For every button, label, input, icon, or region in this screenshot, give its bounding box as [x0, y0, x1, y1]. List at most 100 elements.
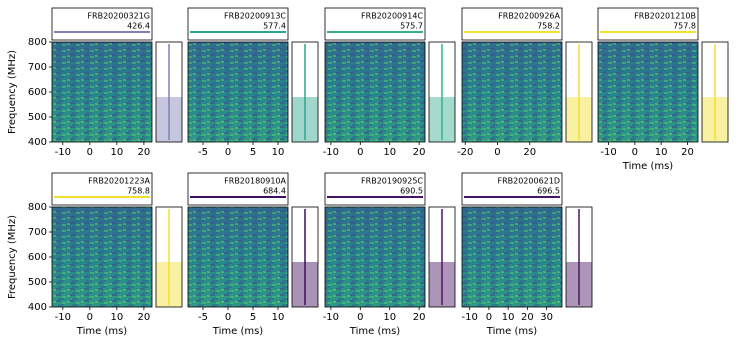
x-axis-label: Time (ms) — [76, 326, 128, 337]
dynamic-spectrum-texture — [462, 207, 562, 307]
x-tick-label: 0 — [87, 312, 93, 323]
x-tick-label: -10 — [55, 312, 71, 323]
x-axis-label: Time (ms) — [622, 161, 674, 172]
profile-panel — [187, 172, 289, 206]
heatmap-frame — [461, 206, 563, 308]
x-axis-label: Time (ms) — [486, 326, 538, 337]
x-tick-label: 20 — [681, 147, 694, 158]
x-tick-label: 20 — [523, 147, 536, 158]
x-tick-label: 30 — [540, 312, 553, 323]
burst-name: FRB20201223A — [88, 177, 150, 186]
y-tick-label: 500 — [28, 277, 47, 288]
x-tick-label: 0 — [486, 312, 492, 323]
y-tick-label: 700 — [28, 62, 47, 73]
x-tick-label: -20 — [457, 147, 473, 158]
y-tick-label: 400 — [28, 137, 47, 148]
y-tick-label: 700 — [28, 227, 47, 238]
y-tick-label: 400 — [28, 302, 47, 313]
spectrum-panel — [428, 206, 456, 308]
x-axis-label: Time (ms) — [212, 326, 264, 337]
spectrum-panel — [291, 206, 319, 308]
x-tick-label: 20 — [413, 312, 426, 323]
dynamic-spectrum-texture — [188, 42, 288, 142]
profile-panel — [51, 7, 153, 41]
profile-panel — [324, 7, 426, 41]
x-tick-label: 20 — [138, 312, 151, 323]
spectrum-panel — [428, 41, 456, 143]
spectrum-panel — [565, 41, 593, 143]
spectrum-panel — [155, 206, 183, 308]
y-tick-label: 500 — [28, 112, 47, 123]
x-axis-label: Time (ms) — [349, 326, 401, 337]
profile-panel — [51, 172, 153, 206]
burst-name: FRB20190925C — [361, 177, 423, 186]
x-tick-label: -5 — [198, 312, 208, 323]
heatmap-frame — [461, 41, 563, 143]
burst-name: FRB20201210B — [634, 12, 696, 21]
burst-name: FRB20200926A — [498, 12, 560, 21]
burst-dm: 577.4 — [263, 22, 286, 31]
burst-dm: 690.5 — [400, 187, 423, 196]
heatmap-frame — [324, 41, 426, 143]
y-tick-label: 800 — [28, 37, 47, 48]
profile-panel — [187, 7, 289, 41]
x-tick-label: -10 — [462, 312, 478, 323]
x-tick-label: 10 — [383, 312, 396, 323]
spectrum-panel — [701, 41, 729, 143]
heatmap-frame — [187, 206, 289, 308]
y-tick-label: 600 — [28, 252, 47, 263]
profile-panel — [461, 7, 563, 41]
x-tick-label: 0 — [357, 312, 363, 323]
burst-dm: 758.8 — [127, 187, 150, 196]
burst-dm: 758.2 — [537, 22, 560, 31]
burst-dm: 575.7 — [400, 22, 423, 31]
burst-dm: 696.5 — [537, 187, 560, 196]
dynamic-spectrum-texture — [188, 207, 288, 307]
heatmap-frame — [187, 41, 289, 143]
burst-name: FRB20200913C — [224, 12, 286, 21]
y-tick-label: 600 — [28, 87, 47, 98]
y-axis-label: Frequency (MHz) — [7, 50, 18, 134]
x-tick-label: 0 — [632, 147, 638, 158]
x-tick-label: 10 — [502, 312, 515, 323]
y-axis-label: Frequency (MHz) — [7, 215, 18, 299]
x-tick-label: 5 — [250, 312, 256, 323]
x-tick-label: 10 — [110, 147, 123, 158]
burst-name: FRB20200321G — [87, 12, 150, 21]
x-tick-label: 0 — [225, 312, 231, 323]
y-tick-label: 800 — [28, 202, 47, 213]
spectrum-panel — [291, 41, 319, 143]
x-tick-label: 10 — [655, 147, 668, 158]
dynamic-spectrum-texture — [52, 207, 152, 307]
x-tick-label: 0 — [357, 147, 363, 158]
x-tick-label: -10 — [323, 312, 339, 323]
burst-name: FRB20200914C — [361, 12, 423, 21]
spectrum-panel — [155, 41, 183, 143]
x-tick-label: -10 — [55, 147, 71, 158]
x-tick-label: 0 — [87, 147, 93, 158]
x-tick-label: 10 — [110, 312, 123, 323]
x-tick-label: 10 — [272, 147, 285, 158]
heatmap-frame — [324, 206, 426, 308]
x-tick-label: 20 — [413, 147, 426, 158]
profile-panel — [324, 172, 426, 206]
x-tick-label: 5 — [250, 147, 256, 158]
dynamic-spectrum-texture — [52, 42, 152, 142]
heatmap-frame — [597, 41, 699, 143]
dynamic-spectrum-texture — [598, 42, 698, 142]
x-tick-label: 20 — [521, 312, 534, 323]
dynamic-spectrum-texture — [462, 42, 562, 142]
burst-dm: 684.4 — [263, 187, 286, 196]
burst-dm: 757.8 — [673, 22, 696, 31]
burst-dm: 426.4 — [127, 22, 150, 31]
dynamic-spectrum-texture — [325, 207, 425, 307]
profile-panel — [597, 7, 699, 41]
burst-name: FRB20180910A — [224, 177, 286, 186]
x-tick-label: 0 — [225, 147, 231, 158]
profile-panel — [461, 172, 563, 206]
x-tick-label: 10 — [383, 147, 396, 158]
spectrum-panel — [565, 206, 593, 308]
x-tick-label: 20 — [138, 147, 151, 158]
x-tick-label: -5 — [198, 147, 208, 158]
